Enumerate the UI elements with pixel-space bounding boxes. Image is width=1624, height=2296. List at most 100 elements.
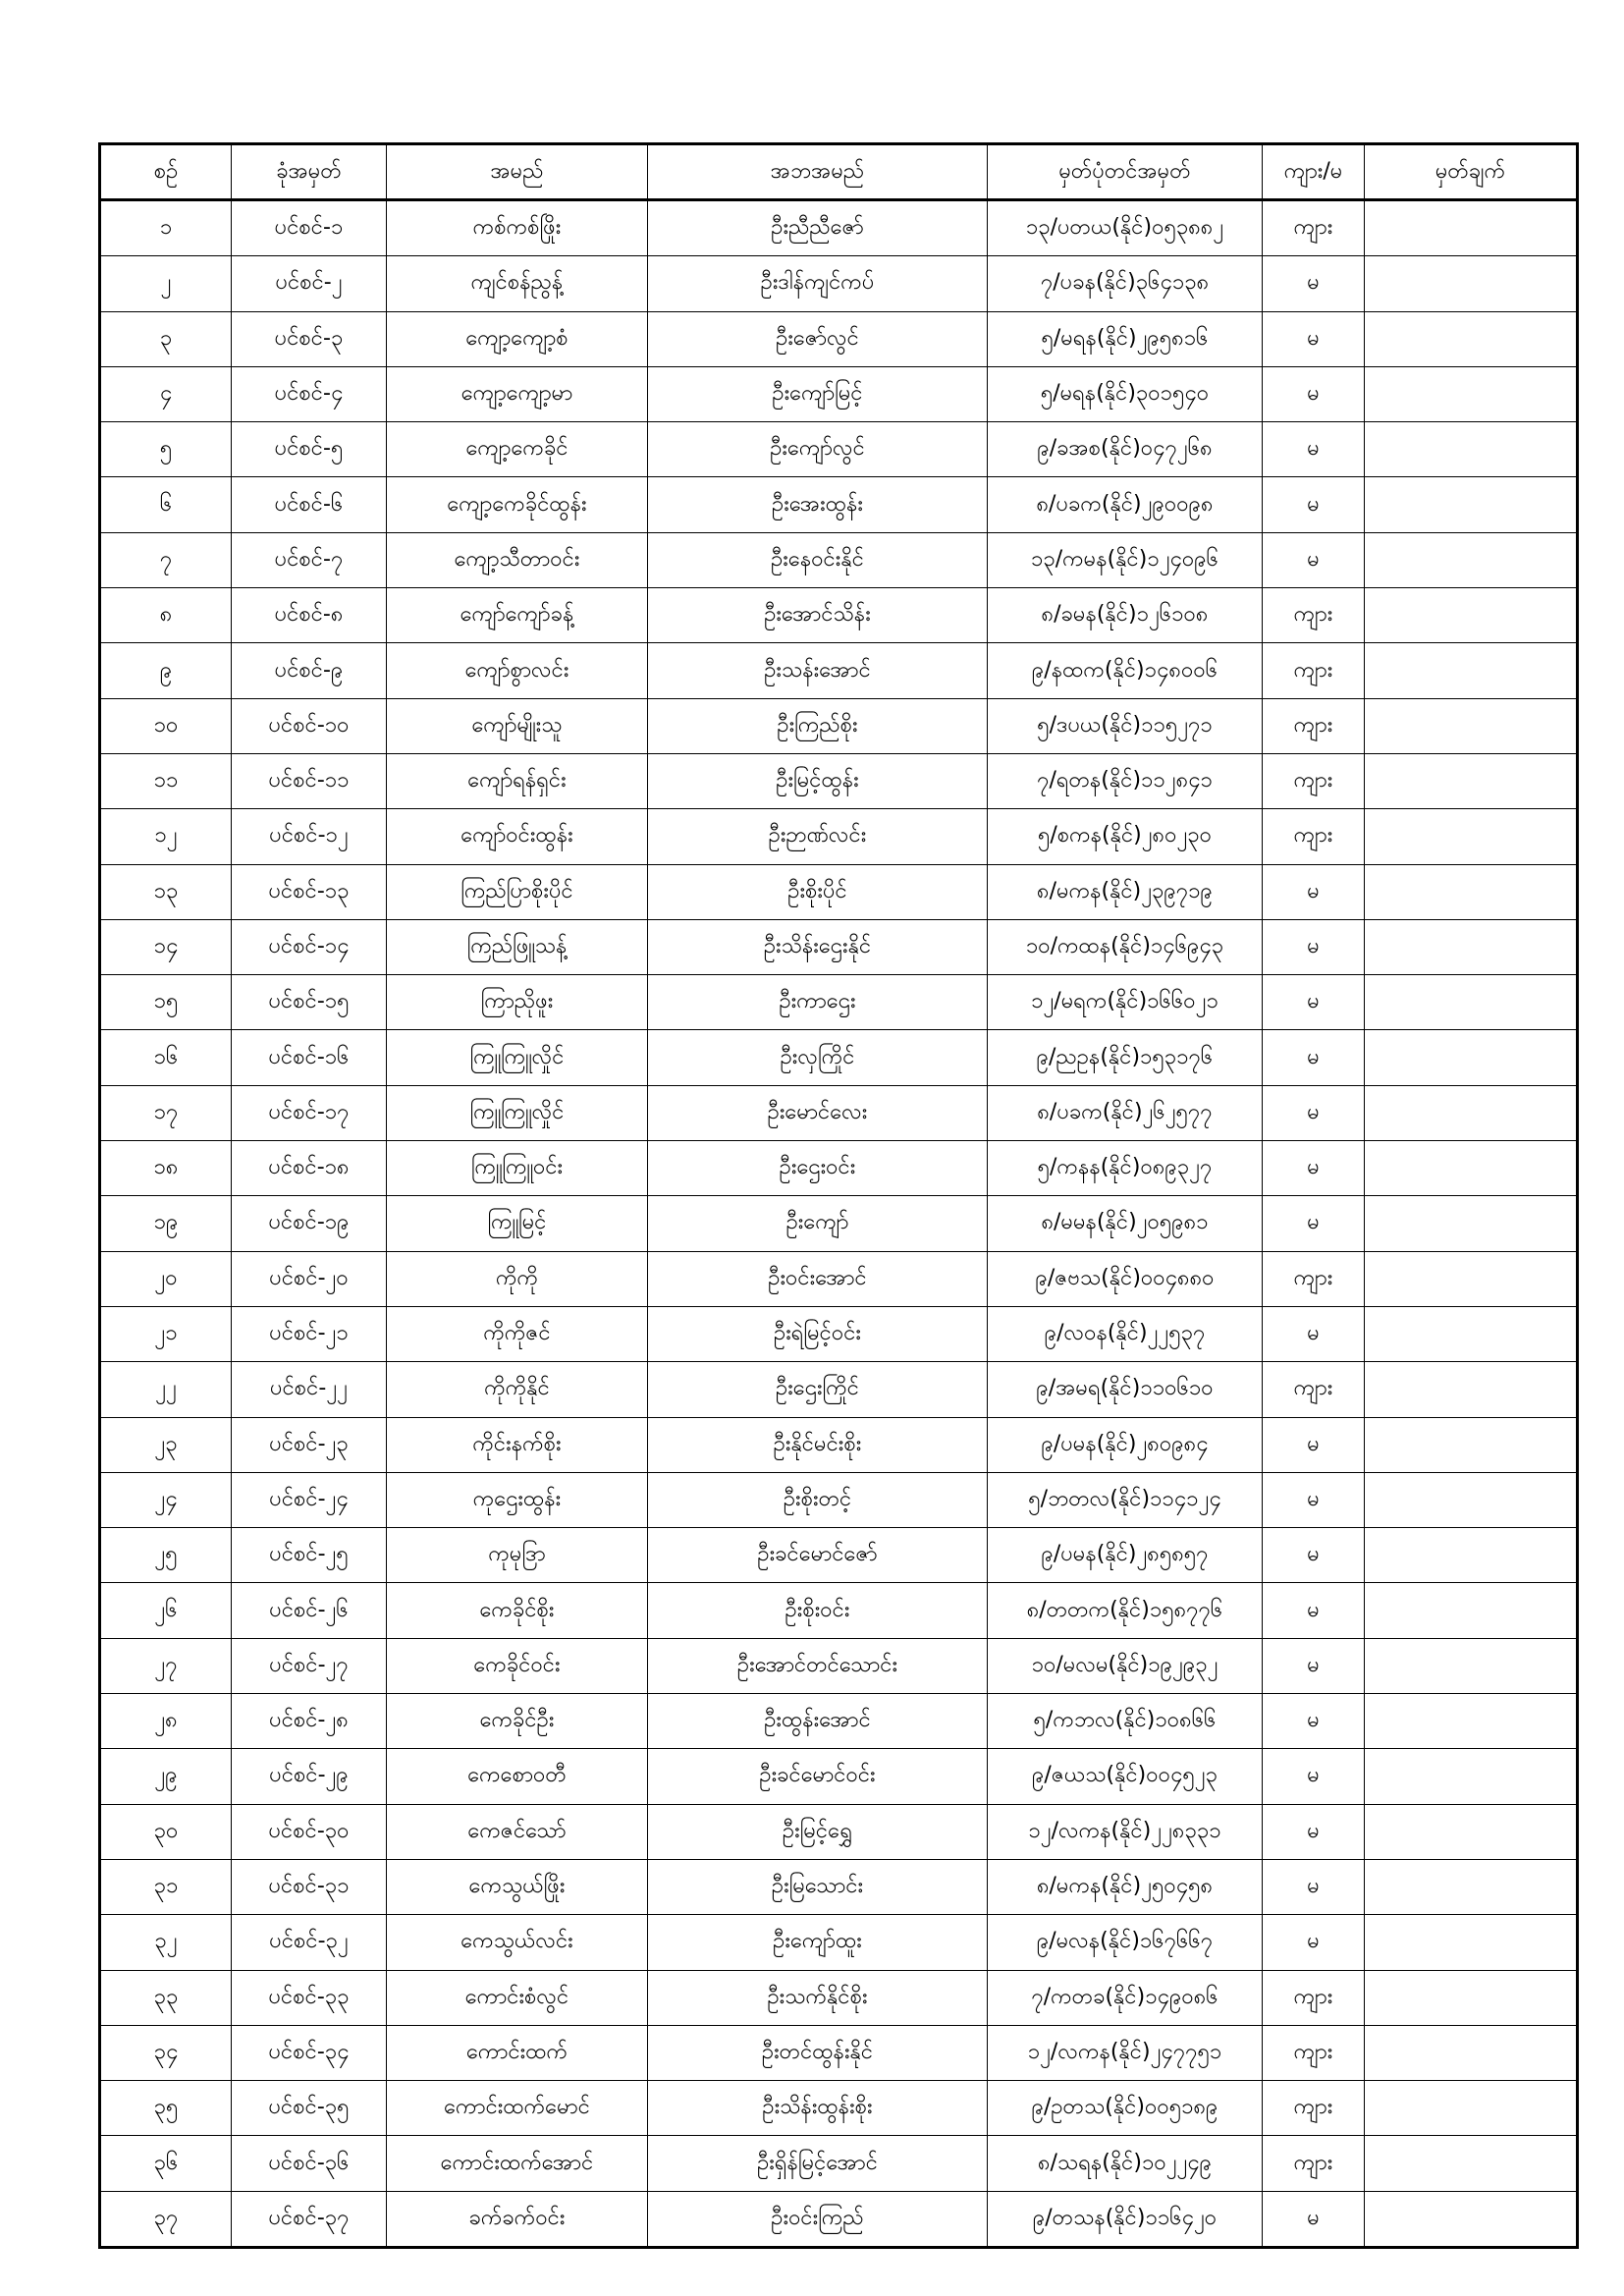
cell-name: ကိုင်းနက်စိုး — [386, 1416, 648, 1473]
cell-serial-no: ၂၀ — [99, 1250, 232, 1307]
cell-remarks — [1364, 1029, 1578, 1086]
column-header-seat-no: ခုံအမှတ် — [231, 143, 387, 201]
cell-father-name: ဦးကာဌေး — [647, 974, 988, 1031]
cell-name: ကျော်မျိုးသူ — [386, 697, 648, 754]
cell-gender: မ — [1262, 1803, 1365, 1860]
column-header-name: အမည် — [386, 143, 648, 201]
cell-nrc-no: ၉/ဇယသ(နိုင်)၀၀၄၅၂၃ — [987, 1748, 1263, 1805]
cell-seat-no: ပင်စင်-၃၁ — [231, 1858, 387, 1916]
cell-serial-no: ၂၉ — [99, 1748, 232, 1805]
cell-seat-no: ပင်စင်-၁၅ — [231, 974, 387, 1031]
cell-name: ကောင်းစံလွင် — [386, 1969, 648, 2026]
cell-serial-no: ၃၃ — [99, 1969, 232, 2026]
cell-name: ကြူကြူလှိုင် — [386, 1029, 648, 1086]
cell-seat-no: ပင်စင်-၂၁ — [231, 1305, 387, 1363]
table-row: ၃၆ ပင်စင်-၃၆ ကောင်းထက်အောင် ဦးရှိန်မြင့်အော… — [99, 2135, 1578, 2192]
cell-gender: မ — [1262, 863, 1365, 920]
cell-remarks — [1364, 1693, 1578, 1750]
cell-remarks — [1364, 752, 1578, 810]
table-row: ၁၉ ပင်စင်-၁၉ ကြူမြင့် ဦးကျော် ၈/မမန(နိုင်)၂၀… — [99, 1195, 1578, 1252]
cell-remarks — [1364, 1305, 1578, 1363]
cell-seat-no: ပင်စင်-၁၆ — [231, 1029, 387, 1086]
cell-serial-no: ၂၈ — [99, 1693, 232, 1750]
cell-remarks — [1364, 1250, 1578, 1307]
cell-remarks — [1364, 1969, 1578, 2026]
cell-father-name: ဦးအောင်သိန်း — [647, 587, 988, 644]
cell-remarks — [1364, 1748, 1578, 1805]
column-header-remarks: မှတ်ချက် — [1364, 143, 1578, 201]
cell-gender: မ — [1262, 1914, 1365, 1971]
table-row: ၃ပင်စင်-၃ ကျော့ကျော့စံ ဦးဇော်လွင် ၅/မရန(နို… — [99, 310, 1578, 367]
cell-nrc-no: ၇/ပခန(နိုင်)၃၆၄၁၃၈ — [987, 255, 1263, 312]
table-row: ၃၅ ပင်စင်-၃၅ ကောင်းထက်မောင် ဦးသိန်းထွန်းစို… — [99, 2080, 1578, 2137]
cell-serial-no: ၁၈ — [99, 1140, 232, 1197]
cell-remarks — [1364, 1140, 1578, 1197]
cell-serial-no: ၃၆ — [99, 2135, 232, 2192]
cell-nrc-no: ၉/လဝန(နိုင်)၂၂၅၃၇ — [987, 1305, 1263, 1363]
cell-remarks — [1364, 918, 1578, 976]
table-row: ၂၄ ပင်စင်-၂၄ ကုဌေးထွန်း ဦးစိုးတင့် ၅/ဘတလ(နို… — [99, 1471, 1578, 1529]
cell-remarks — [1364, 1195, 1578, 1252]
cell-serial-no: ၃၇ — [99, 2190, 232, 2248]
cell-name: ကိုကိုနိုင် — [386, 1361, 648, 1418]
cell-father-name: ဦးကျော်ထူး — [647, 1914, 988, 1971]
cell-nrc-no: ၉/ညဥန(နိုင်)၁၅၃၁၇၆ — [987, 1029, 1263, 1086]
cell-nrc-no: ၈/တတက(နိုင်)၁၅၈၇၇၆ — [987, 1582, 1263, 1639]
cell-name: ကြာညိုဖူး — [386, 974, 648, 1031]
cell-seat-no: ပင်စင်-၃၀ — [231, 1803, 387, 1860]
cell-seat-no: ပင်စင်-၃ — [231, 310, 387, 367]
cell-seat-no: ပင်စင်-၄ — [231, 365, 387, 423]
cell-remarks — [1364, 697, 1578, 754]
cell-serial-no: ၂၂ — [99, 1361, 232, 1418]
cell-father-name: ဦးကျော်မြင့် — [647, 365, 988, 423]
cell-name: ကေသွယ်ဖြိုး — [386, 1858, 648, 1916]
cell-serial-no: ၁၆ — [99, 1029, 232, 1086]
table-row: ၃၁ ပင်စင်-၃၁ ကေသွယ်ဖြိုး ဦးမြသောင်း ၈/မကန(နိ… — [99, 1858, 1578, 1916]
cell-name: ကြူမြင့် — [386, 1195, 648, 1252]
table-row: ၁၄ ပင်စင်-၁၄ ကြည်ဖြူသန့် ဦးသိန်းဌေးနိုင် ၁၀/… — [99, 918, 1578, 976]
cell-nrc-no: ၈/ခမန(နိုင်)၁၂၆၁၀၈ — [987, 587, 1263, 644]
cell-gender: ကျား — [1262, 752, 1365, 810]
cell-serial-no: ၁၁ — [99, 752, 232, 810]
table-row: ၂၇ ပင်စင်-၂၇ ကေခိုင်ဝင်း ဦးအောင်တင်သောင်း ၁၀… — [99, 1637, 1578, 1695]
cell-father-name: ဦးခင်မောင်ဝင်း — [647, 1748, 988, 1805]
cell-serial-no: ၁၂ — [99, 808, 232, 865]
cell-remarks — [1364, 2024, 1578, 2082]
cell-gender: ကျား — [1262, 1250, 1365, 1307]
cell-serial-no: ၃၂ — [99, 1914, 232, 1971]
table-row: ၄ပင်စင်-၄ ကျော့ကျော့မာ ဦးကျော်မြင့် ၅/မရန(န… — [99, 365, 1578, 423]
table-row: ၃၃ ပင်စင်-၃၃ ကောင်းစံလွင် ဦးသက်နိုင်စိုး ၇/က… — [99, 1969, 1578, 2026]
cell-name: ကုဌေးထွန်း — [386, 1471, 648, 1529]
cell-gender: ကျား — [1262, 697, 1365, 754]
cell-name: ကောင်းထက် — [386, 2024, 648, 2082]
table-row: ၁၂ ပင်စင်-၁၂ ကျော်ဝင်းထွန်း ဦးဉာဏ်လင်း ၅/စကန… — [99, 808, 1578, 865]
cell-gender: မ — [1262, 476, 1365, 533]
table-row: ၃၇ ပင်စင်-၃၇ ခက်ခက်ဝင်း ဦးဝင်းကြည် ၉/တသန(နို… — [99, 2190, 1578, 2248]
cell-remarks — [1364, 1471, 1578, 1529]
cell-gender: ကျား — [1262, 1969, 1365, 2026]
cell-gender: ကျား — [1262, 642, 1365, 699]
cell-name: ကြည်ဖြူသန့် — [386, 918, 648, 976]
cell-nrc-no: ၁၃/ပတယ(နိုင်)၀၅၃၈၈၂ — [987, 198, 1263, 257]
cell-remarks — [1364, 310, 1578, 367]
cell-father-name: ဦးညီညီဇော် — [647, 198, 988, 257]
cell-gender: မ — [1262, 974, 1365, 1031]
cell-serial-no: ၂၃ — [99, 1416, 232, 1473]
cell-nrc-no: ၈/ပခက(နိုင်)၂၉၀၀၉၈ — [987, 476, 1263, 533]
cell-nrc-no: ၇/ရတန(နိုင်)၁၁၂၈၄၁ — [987, 752, 1263, 810]
cell-father-name: ဦးသိန်းဌေးနိုင် — [647, 918, 988, 976]
table-row: ၂၆ ပင်စင်-၂၆ ကေခိုင်စိုး ဦးစိုးဝင်း ၈/တတက(နိ… — [99, 1582, 1578, 1639]
table-row: ၁ပင်စင်-၁ ကစ်ကစ်ဖြိုး ဦးညီညီဇော် ၁၃/ပတယ(နို… — [99, 198, 1578, 257]
table-row: ၃၂ ပင်စင်-၃၂ ကေသွယ်လင်း ဦးကျော်ထူး ၉/မလန(နို… — [99, 1914, 1578, 1971]
cell-nrc-no: ၉/နထက(နိုင်)၁၄၈၀၀၆ — [987, 642, 1263, 699]
cell-remarks — [1364, 2080, 1578, 2137]
cell-serial-no: ၁ — [99, 198, 232, 257]
cell-nrc-no: ၉/မလန(နိုင်)၁၆၇၆၆၇ — [987, 1914, 1263, 1971]
cell-seat-no: ပင်စင်-၉ — [231, 642, 387, 699]
cell-gender: ကျား — [1262, 587, 1365, 644]
cell-remarks — [1364, 2135, 1578, 2192]
cell-seat-no: ပင်စင်-၂၂ — [231, 1361, 387, 1418]
column-header-serial-no: စဉ် — [99, 143, 232, 201]
cell-gender: မ — [1262, 255, 1365, 312]
cell-name: ကေဇင်သော် — [386, 1803, 648, 1860]
